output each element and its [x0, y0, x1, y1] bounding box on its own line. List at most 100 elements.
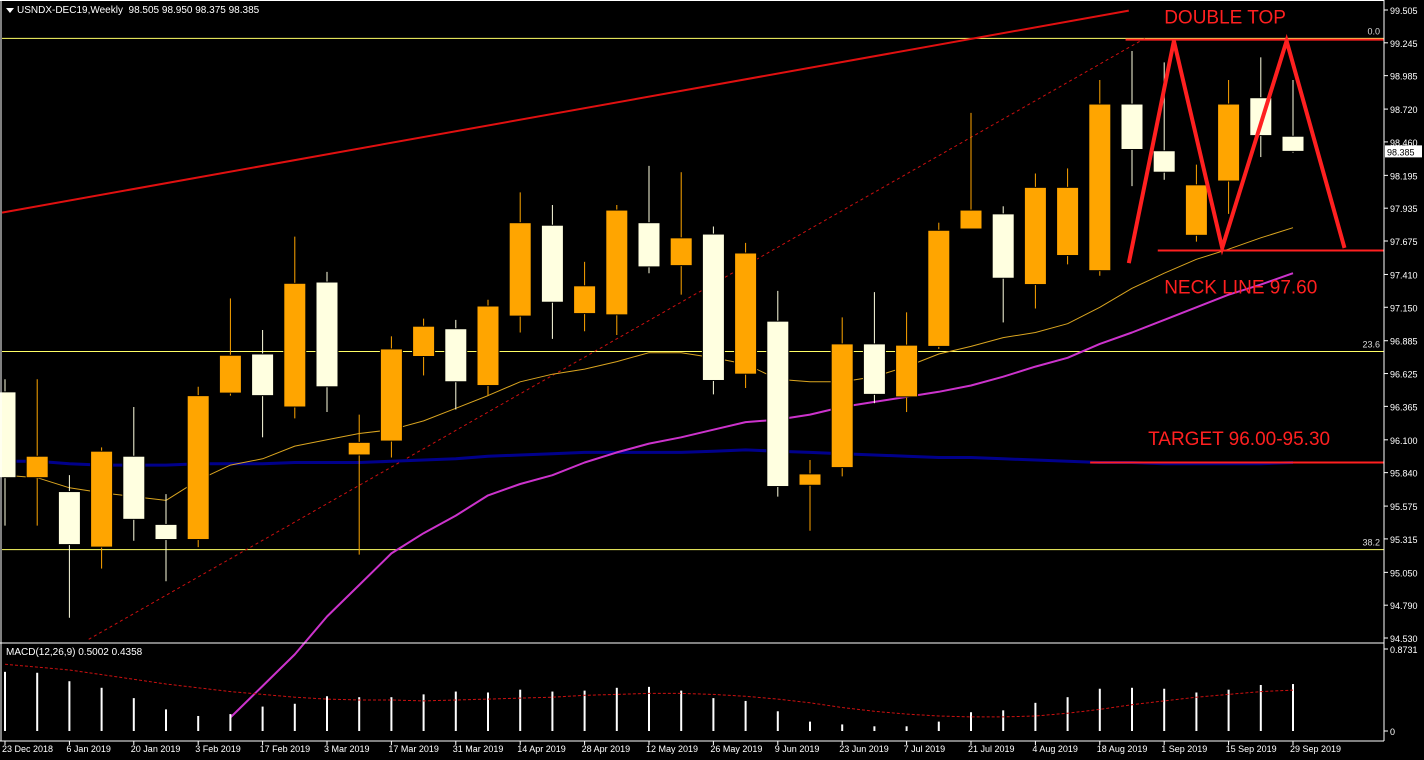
- candle-body: [90, 450, 114, 548]
- fib-level-label: 0.0: [1367, 26, 1380, 36]
- neck-line-label: NECK LINE 97.60: [1164, 277, 1317, 298]
- price-axis: 99.505 99.245 98.985 98.720 98.460 98.195 97.9…: [1383, 0, 1422, 741]
- candle-body: [573, 285, 597, 315]
- candle-body: [862, 343, 886, 395]
- time-tick-label: 28 Apr 2019: [582, 744, 631, 754]
- candle-body: [701, 233, 725, 381]
- channel-trend-line: [1, 9, 1129, 214]
- time-tick-label: 7 Jul 2019: [904, 744, 946, 754]
- current-price-box: [1385, 145, 1422, 158]
- time-tick-label: 23 Jun 2019: [839, 744, 889, 754]
- candle-body: [766, 320, 790, 488]
- time-tick-label: 31 Mar 2019: [453, 744, 504, 754]
- fib-level-label: 23.6: [1362, 339, 1380, 349]
- time-tick-label: 15 Sep 2019: [1226, 744, 1277, 754]
- candle-body: [927, 229, 951, 347]
- time-tick-label: 12 May 2019: [646, 744, 698, 754]
- candle-body: [251, 353, 275, 397]
- candle-body: [540, 224, 564, 303]
- price-tick-label: 97.150: [1390, 303, 1418, 313]
- price-tick-label: 96.365: [1390, 402, 1418, 412]
- price-tick-label: 95.840: [1390, 469, 1418, 479]
- candle-body: [798, 473, 822, 486]
- macd-panel: 0.8731 0: [0, 642, 1418, 737]
- price-tick-label: 99.245: [1390, 39, 1418, 49]
- macd-tick-label: 0: [1390, 727, 1395, 737]
- time-tick-label: 9 Jun 2019: [775, 744, 820, 754]
- time-tick-label: 4 Aug 2019: [1032, 744, 1078, 754]
- candle-body: [283, 282, 307, 408]
- trend-lines: [1, 9, 1146, 640]
- price-tick-label: 96.625: [1390, 370, 1418, 380]
- candles: [0, 51, 1305, 618]
- time-tick-label: 3 Feb 2019: [195, 744, 241, 754]
- fib-trend-line: [88, 37, 1146, 640]
- ma-slow-line: [5, 448, 1294, 467]
- candle-body: [959, 209, 983, 230]
- price-tick-label: 99.505: [1390, 6, 1418, 16]
- macd-signal-line: [4, 663, 1294, 718]
- candle-body: [734, 252, 758, 375]
- candle-body: [218, 354, 242, 394]
- time-tick-label: 17 Mar 2019: [388, 744, 439, 754]
- candle-body: [186, 395, 210, 541]
- price-tick-label: 95.050: [1390, 568, 1418, 578]
- candle-body: [991, 213, 1015, 279]
- time-tick-label: 6 Jan 2019: [66, 744, 111, 754]
- candle-body: [605, 209, 629, 316]
- macd-tick-label: 0.8731: [1390, 645, 1418, 655]
- ma-fast-line: [4, 227, 1294, 501]
- moving-averages: [4, 227, 1294, 719]
- price-tick-label: 98.985: [1390, 72, 1418, 82]
- candle-body: [0, 391, 17, 479]
- time-tick-label: 17 Feb 2019: [260, 744, 311, 754]
- candle-body: [1152, 150, 1176, 173]
- price-tick-label: 96.885: [1390, 337, 1418, 347]
- ohlc-values: 98.505 98.950 98.375 98.385: [128, 5, 260, 16]
- candle-body: [1217, 103, 1241, 182]
- fibonacci-levels: 0.0 23.6 38.2: [2, 26, 1384, 551]
- price-tick-label: 97.675: [1390, 237, 1418, 247]
- candle-body: [154, 523, 178, 541]
- candle-body: [637, 222, 661, 268]
- ma-mid-line: [229, 272, 1294, 719]
- time-tick-label: 21 Jul 2019: [968, 744, 1015, 754]
- candle-body: [1120, 103, 1144, 150]
- candle-body: [1281, 135, 1305, 152]
- price-tick-label: 97.410: [1390, 270, 1418, 280]
- double-top-label: DOUBLE TOP: [1164, 7, 1286, 28]
- price-tick-label: 94.530: [1390, 634, 1418, 644]
- current-price-label: 98.385: [1387, 147, 1415, 157]
- price-tick-label: 98.460: [1390, 138, 1418, 148]
- price-tick-label: 98.720: [1390, 105, 1418, 115]
- time-axis: 23 Dec 2018 6 Jan 2019 20 Jan 2019 3 Feb 20…: [0, 740, 1384, 754]
- candle-body: [347, 441, 371, 456]
- candle-body: [379, 348, 403, 442]
- time-tick-label: 14 Apr 2019: [517, 744, 566, 754]
- candle-body: [57, 491, 81, 546]
- time-tick-label: 26 May 2019: [710, 744, 762, 754]
- price-tick-label: 95.315: [1390, 535, 1418, 545]
- candle-body: [122, 455, 146, 520]
- candle-body: [1088, 103, 1112, 272]
- candle-body: [895, 344, 919, 398]
- candle-body: [315, 281, 339, 388]
- candle-body: [830, 343, 854, 469]
- candle-body: [508, 222, 532, 317]
- candle-body: [25, 455, 49, 479]
- time-tick-label: 20 Jan 2019: [131, 744, 181, 754]
- candle-body: [1184, 184, 1208, 236]
- fib-level-label: 38.2: [1362, 538, 1380, 548]
- time-tick-label: 23 Dec 2018: [2, 744, 53, 754]
- time-tick-label: 18 Aug 2019: [1097, 744, 1148, 754]
- price-tick-label: 96.100: [1390, 436, 1418, 446]
- dropdown-triangle-icon[interactable]: [6, 7, 14, 13]
- pattern-annotations: DOUBLE TOP NECK LINE 97.60 TARGET 96.00-95…: [1090, 7, 1384, 464]
- time-tick-label: 29 Sep 2019: [1290, 744, 1341, 754]
- candle-body: [1023, 186, 1047, 286]
- symbol-label: USNDX-DEC19,Weekly: [17, 5, 123, 16]
- candle-body: [412, 325, 436, 358]
- chart-header[interactable]: USNDX-DEC19,Weekly 98.505 98.950 98.375 …: [6, 5, 259, 16]
- price-tick-label: 98.195: [1390, 171, 1418, 181]
